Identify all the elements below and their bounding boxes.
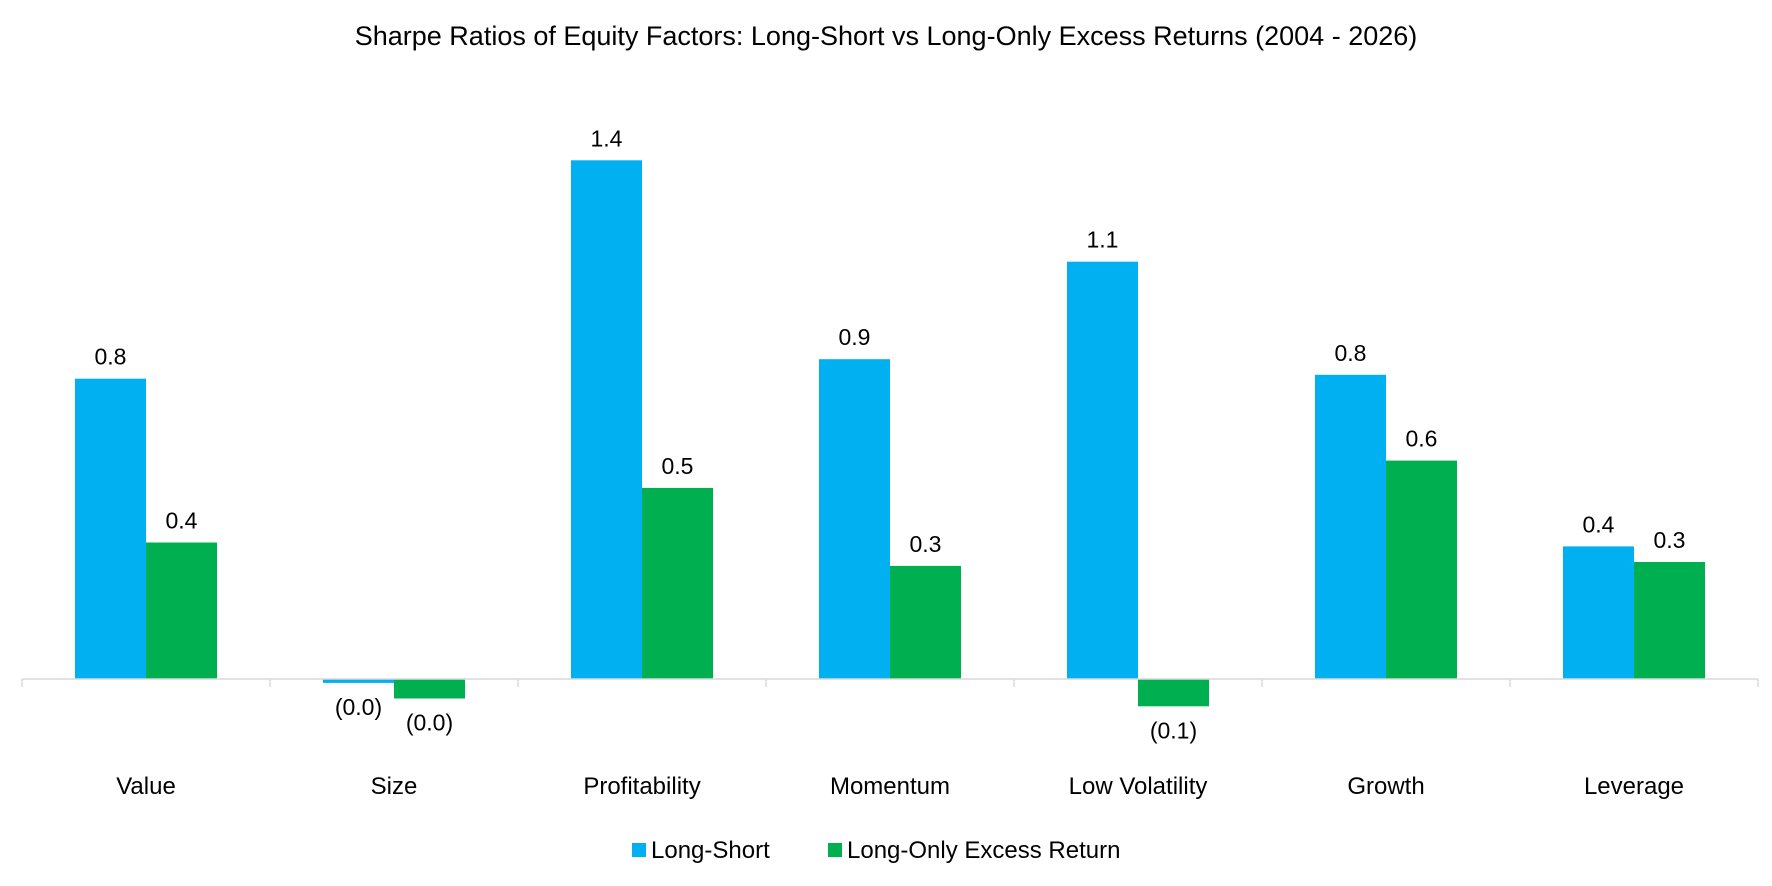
data-label-long-short-leverage: 0.4 — [1583, 511, 1615, 537]
data-label-long-short-profitability: 1.4 — [591, 125, 623, 151]
category-label-growth: Growth — [1347, 773, 1424, 800]
data-label-long-only-excess-return-momentum: 0.3 — [910, 531, 942, 557]
category-label-size: Size — [371, 773, 418, 800]
data-label-long-only-excess-return-value: 0.4 — [166, 508, 198, 534]
legend: Long-Short Long-Only Excess Return — [632, 837, 1120, 864]
legend-swatch-long-only-excess-return — [828, 843, 842, 857]
bar-long-short-momentum — [819, 359, 890, 679]
data-label-long-only-excess-return-size: (0.0) — [406, 710, 453, 736]
legend-swatch-long-short — [632, 843, 646, 857]
bar-long-short-growth — [1315, 374, 1386, 679]
bar-long-short-value — [75, 378, 146, 679]
category-label-value: Value — [116, 773, 176, 800]
legend-label-long-only-excess-return: Long-Only Excess Return — [847, 837, 1120, 864]
data-label-long-only-excess-return-low-volatility: (0.1) — [1150, 717, 1197, 743]
bar-long-short-size — [323, 679, 394, 683]
bar-long-short-profitability — [571, 160, 642, 680]
category-label-profitability: Profitability — [583, 773, 700, 800]
category-label-leverage: Leverage — [1584, 773, 1684, 800]
data-label-long-only-excess-return-leverage: 0.3 — [1654, 527, 1686, 553]
category-label-low-volatility: Low Volatility — [1069, 773, 1208, 800]
data-label-long-only-excess-return-growth: 0.6 — [1406, 426, 1438, 452]
bar-long-short-leverage — [1563, 546, 1634, 679]
data-label-long-short-value: 0.8 — [95, 344, 127, 370]
bar-long-only-excess-return-momentum — [890, 565, 961, 679]
chart-title: Sharpe Ratios of Equity Factors: Long-Sh… — [355, 21, 1418, 51]
bar-long-only-excess-return-size — [394, 679, 465, 699]
bar-long-only-excess-return-value — [146, 542, 217, 679]
data-label-long-short-low-volatility: 1.1 — [1087, 227, 1119, 253]
bar-long-only-excess-return-profitability — [642, 487, 713, 679]
data-label-long-only-excess-return-profitability: 0.5 — [662, 453, 694, 479]
bars-layer — [75, 160, 1705, 707]
bar-long-only-excess-return-low-volatility — [1138, 679, 1209, 707]
bar-long-only-excess-return-growth — [1386, 460, 1457, 679]
legend-label-long-short: Long-Short — [651, 837, 770, 864]
category-label-momentum: Momentum — [830, 773, 950, 800]
data-label-long-short-growth: 0.8 — [1335, 340, 1367, 366]
bar-long-only-excess-return-leverage — [1634, 562, 1705, 679]
data-labels-layer: 0.8 0.4 (0.0) (0.0) 1.4 0.5 0.9 0.3 1.1 (0.1) 0.8 0… — [95, 125, 1686, 743]
x-axis — [21, 678, 1759, 687]
data-label-long-short-size: (0.0) — [335, 694, 382, 720]
data-label-long-short-momentum: 0.9 — [839, 324, 871, 350]
category-labels-layer: Value Size Profitability Momentum Low Volati… — [116, 773, 1684, 800]
bar-long-short-low-volatility — [1067, 261, 1138, 679]
